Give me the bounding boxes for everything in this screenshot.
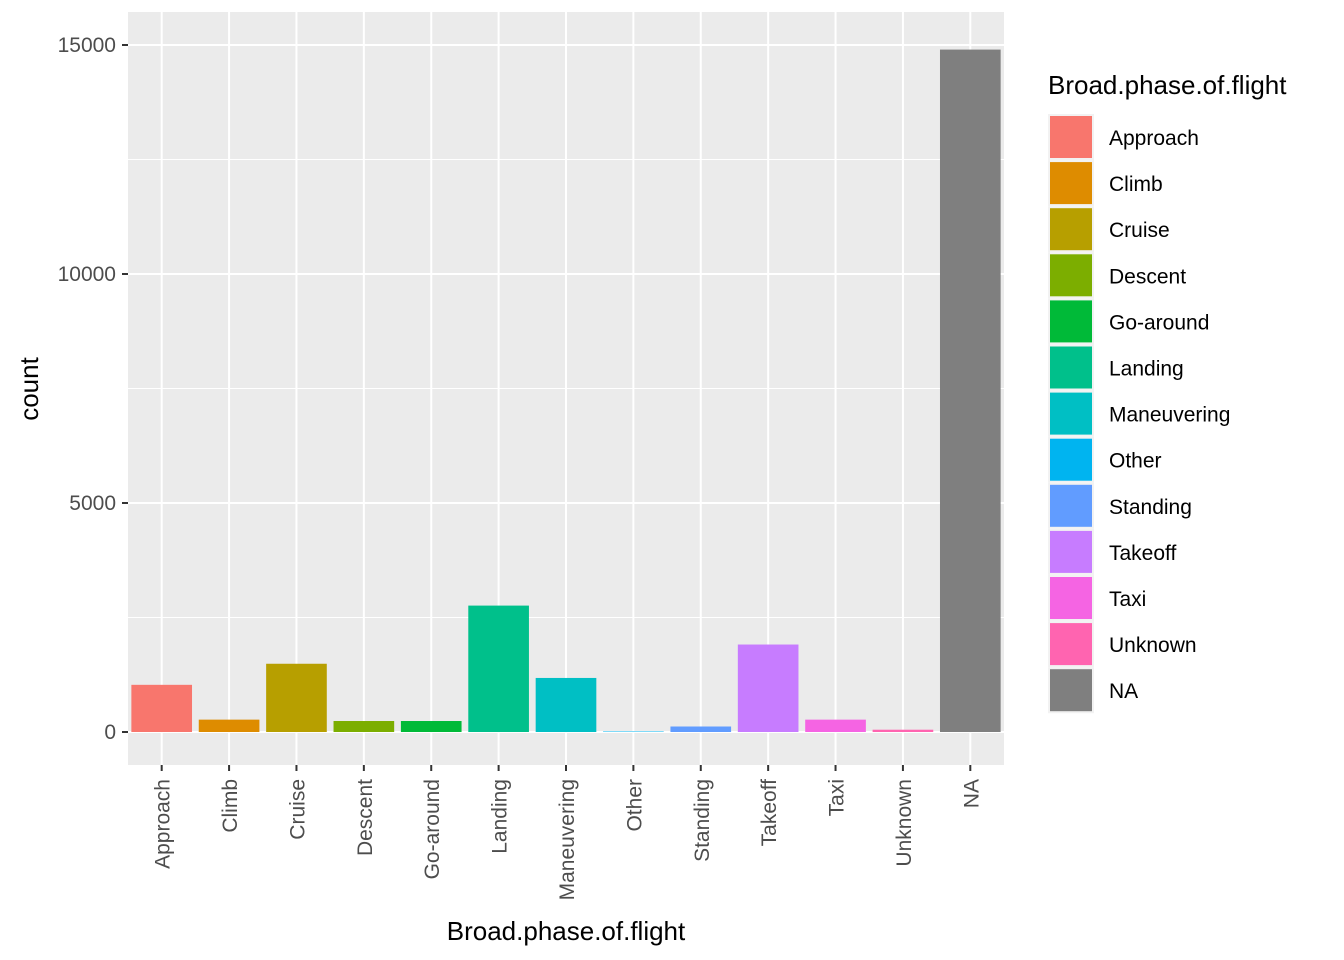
x-tick-label: Unknown <box>893 779 916 867</box>
bar-na <box>939 49 1001 732</box>
bar-maneuvering <box>535 677 597 732</box>
x-tick-label: Landing <box>489 779 512 854</box>
x-tick-label: Approach <box>152 779 175 869</box>
x-tick-label: NA <box>960 779 983 808</box>
y-axis-title: count <box>14 356 44 420</box>
legend-swatch <box>1050 162 1092 205</box>
bar-landing <box>468 605 529 732</box>
x-tick-label: Standing <box>691 779 714 862</box>
x-tick-label: Cruise <box>286 779 309 840</box>
y-tick-label: 15000 <box>58 34 116 57</box>
legend-swatch <box>1050 346 1092 389</box>
legend-label: NA <box>1109 680 1138 703</box>
legend-swatch <box>1050 484 1092 527</box>
bar-approach <box>131 684 193 732</box>
legend-swatch <box>1050 300 1092 343</box>
bar-descent <box>333 721 395 732</box>
legend-label: Descent <box>1109 265 1186 288</box>
bar-taxi <box>805 719 866 732</box>
y-tick-label: 0 <box>104 721 116 744</box>
legend-label: Go-around <box>1109 311 1209 334</box>
x-tick-label: Maneuvering <box>556 779 579 900</box>
legend-swatch <box>1050 254 1092 297</box>
legend: Broad.phase.of.flight Approach Climb Cruis… <box>1048 70 1287 714</box>
legend-swatch <box>1050 669 1092 712</box>
legend-swatch <box>1050 208 1092 251</box>
legend-swatch <box>1050 623 1092 666</box>
bar-takeoff <box>737 644 799 732</box>
legend-label: Other <box>1109 450 1162 473</box>
legend-label: Cruise <box>1109 219 1170 242</box>
legend-label: Approach <box>1109 127 1199 150</box>
legend-swatch <box>1050 577 1092 619</box>
bar-climb <box>198 719 260 732</box>
x-tick-label: Takeoff <box>758 779 781 846</box>
legend-label: Takeoff <box>1109 542 1176 565</box>
legend-label: Climb <box>1109 173 1163 196</box>
y-tick-label: 5000 <box>69 492 116 515</box>
x-tick-label: Taxi <box>826 779 849 816</box>
legend-swatch <box>1050 530 1092 573</box>
x-tick-label: Go-around <box>421 779 444 879</box>
x-axis: Approach Climb Cruise Descent Go-around Landi… <box>152 765 983 900</box>
y-axis: 0 5000 10000 15000 <box>58 34 128 744</box>
legend-title: Broad.phase.of.flight <box>1048 70 1287 100</box>
x-axis-title: Broad.phase.of.flight <box>447 916 686 946</box>
x-tick-label: Descent <box>354 779 377 856</box>
legend-swatch <box>1050 438 1092 481</box>
legend-label: Standing <box>1109 496 1192 519</box>
x-tick-label: Climb <box>219 779 242 833</box>
legend-label: Landing <box>1109 358 1184 381</box>
y-tick-label: 10000 <box>58 263 116 286</box>
bar-go-around <box>400 721 462 732</box>
bar-cruise <box>266 663 327 732</box>
legend-swatch <box>1050 392 1092 435</box>
bar-other <box>603 731 664 732</box>
legend-label: Taxi <box>1109 588 1146 611</box>
legend-label: Unknown <box>1109 634 1197 657</box>
bar-unknown <box>872 729 934 732</box>
bars <box>131 49 1001 732</box>
legend-swatch <box>1050 116 1092 158</box>
legend-label: Maneuvering <box>1109 404 1230 427</box>
x-tick-label: Other <box>623 779 646 832</box>
bar-standing <box>670 726 732 732</box>
